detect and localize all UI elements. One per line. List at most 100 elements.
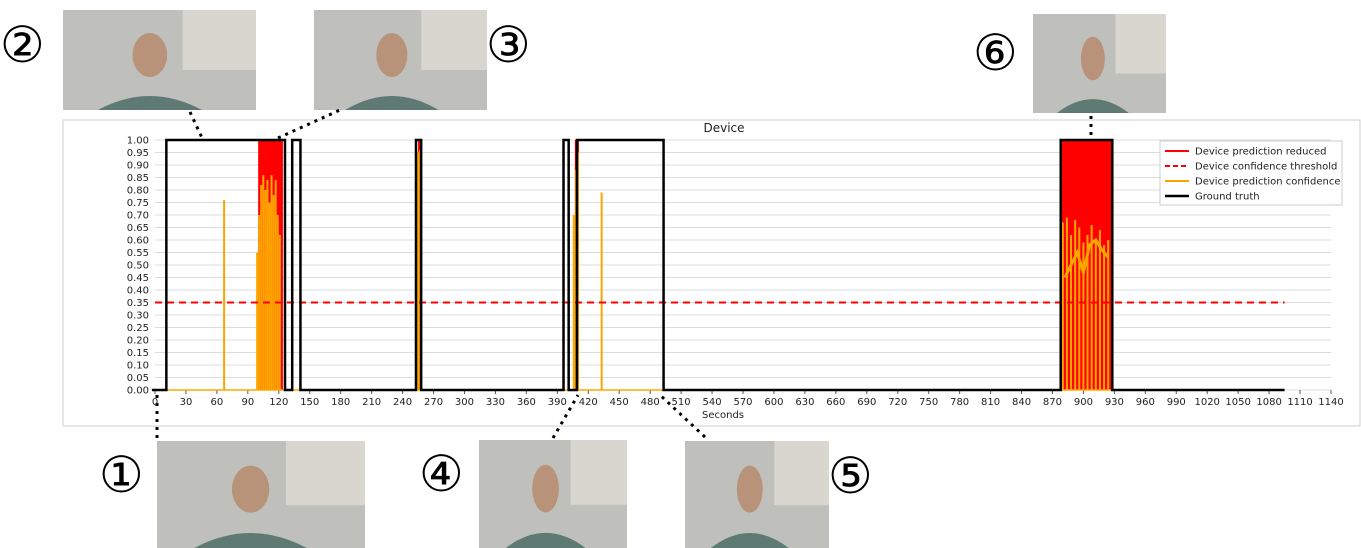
photo-face bbox=[532, 464, 559, 513]
y-tick-label: 0.50 bbox=[127, 261, 149, 272]
y-tick-label: 0.85 bbox=[127, 173, 149, 184]
x-tick-label: 690 bbox=[857, 397, 876, 408]
y-tick-label: 0.60 bbox=[127, 236, 149, 247]
connector-line bbox=[188, 111, 205, 141]
photo-shirt bbox=[505, 532, 586, 548]
confidence-band-line bbox=[1063, 237, 1110, 279]
circled-number-marker: ① bbox=[99, 446, 144, 504]
y-tick-label: 0.80 bbox=[127, 186, 149, 197]
x-tick-label: 150 bbox=[300, 397, 319, 408]
circled-number-marker: ⑥ bbox=[973, 24, 1018, 82]
x-axis-label: Seconds bbox=[702, 410, 744, 421]
y-tick-label: 0.15 bbox=[127, 348, 149, 359]
x-tick-label: 330 bbox=[486, 397, 505, 408]
photo-face bbox=[231, 465, 270, 513]
x-tick-label: 420 bbox=[579, 397, 598, 408]
y-tick-label: 0.20 bbox=[127, 336, 149, 347]
x-tick-label: 750 bbox=[919, 397, 938, 408]
x-tick-label: 60 bbox=[211, 397, 224, 408]
x-tick-label: 1050 bbox=[1225, 397, 1250, 408]
webcam-photo bbox=[685, 441, 829, 548]
webcam-photo bbox=[314, 10, 487, 110]
legend: Device prediction reduced Device confiden… bbox=[1159, 140, 1343, 206]
x-tick-label: 390 bbox=[548, 397, 567, 408]
photo-shirt bbox=[97, 96, 202, 110]
x-tick-label: 510 bbox=[672, 397, 691, 408]
photo-shelf bbox=[421, 10, 487, 70]
webcam-photo bbox=[157, 441, 365, 548]
y-tick-label: 0.75 bbox=[127, 198, 149, 209]
x-tick-label: 1110 bbox=[1287, 397, 1312, 408]
x-tick-label: 1080 bbox=[1256, 397, 1281, 408]
x-tick-label: 570 bbox=[733, 397, 752, 408]
x-tick-label: 810 bbox=[981, 397, 1000, 408]
circled-number-marker: ④ bbox=[419, 445, 464, 503]
y-tick-label: 1.00 bbox=[127, 136, 149, 147]
connector-line bbox=[277, 108, 341, 140]
photo-shirt bbox=[1056, 99, 1129, 113]
photo-face bbox=[736, 465, 763, 513]
y-tick-label: 0.25 bbox=[127, 323, 149, 334]
photo-shirt bbox=[194, 533, 307, 548]
photo-face bbox=[132, 33, 168, 77]
x-tick-label: 270 bbox=[424, 397, 443, 408]
x-tick-label: 870 bbox=[1043, 397, 1062, 408]
photo-shelf bbox=[182, 10, 256, 70]
y-tick-label: 0.35 bbox=[127, 298, 149, 309]
x-tick-label: 480 bbox=[641, 397, 660, 408]
x-tick-label: 540 bbox=[703, 397, 722, 408]
x-tick-label: 1140 bbox=[1318, 397, 1343, 408]
chart-title: Device bbox=[703, 121, 744, 135]
legend-entry-label: Device prediction reduced bbox=[1195, 147, 1326, 158]
x-tick-label: 1020 bbox=[1194, 397, 1219, 408]
webcam-photo bbox=[1033, 14, 1166, 113]
photo-face bbox=[1080, 36, 1105, 81]
y-tick-label: 0.10 bbox=[127, 361, 149, 372]
circled-number-marker: ⑤ bbox=[828, 447, 873, 505]
y-tick-label: 0.40 bbox=[127, 286, 149, 297]
x-tick-label: 180 bbox=[331, 397, 350, 408]
x-tick-label: 990 bbox=[1167, 397, 1186, 408]
webcam-photo bbox=[479, 440, 627, 548]
connector-line bbox=[551, 394, 580, 439]
y-tick-label: 0.95 bbox=[127, 148, 149, 159]
x-tick-label: 300 bbox=[455, 397, 474, 408]
x-tick-label: 90 bbox=[241, 397, 254, 408]
x-tick-label: 900 bbox=[1074, 397, 1093, 408]
legend-entry-label: Device confidence threshold bbox=[1195, 162, 1337, 173]
legend-box bbox=[1159, 140, 1343, 206]
x-tick-label: 120 bbox=[269, 397, 288, 408]
y-tick-label: 0.70 bbox=[127, 211, 149, 222]
x-tick-label: 0 bbox=[152, 397, 158, 408]
circled-number-marker: ③ bbox=[486, 16, 531, 74]
x-tick-label: 240 bbox=[393, 397, 412, 408]
y-tick-label: 0.45 bbox=[127, 273, 149, 284]
y-tick-label: 0.90 bbox=[127, 161, 149, 172]
photo-face bbox=[376, 33, 408, 77]
photo-shelf bbox=[774, 441, 829, 506]
y-tick-label: 0.00 bbox=[127, 386, 149, 397]
prediction-reduced-block bbox=[258, 140, 283, 390]
x-tick-label: 660 bbox=[826, 397, 845, 408]
x-tick-label: 930 bbox=[1105, 397, 1124, 408]
x-tick-label: 720 bbox=[888, 397, 907, 408]
photo-shelf bbox=[570, 440, 627, 505]
webcam-photo bbox=[63, 10, 256, 110]
x-tick-label: 780 bbox=[950, 397, 969, 408]
y-tick-label: 0.05 bbox=[127, 373, 149, 384]
legend-entry-label: Device prediction confidence bbox=[1195, 177, 1340, 188]
legend-entry-label: Ground truth bbox=[1195, 192, 1260, 203]
connector-line bbox=[658, 393, 707, 439]
x-tick-label: 840 bbox=[1012, 397, 1031, 408]
x-tick-label: 960 bbox=[1136, 397, 1155, 408]
x-tick-label: 600 bbox=[764, 397, 783, 408]
circled-number-marker: ② bbox=[0, 16, 45, 74]
photo-shelf bbox=[285, 441, 365, 506]
x-tick-label: 360 bbox=[517, 397, 536, 408]
x-tick-label: 30 bbox=[180, 397, 193, 408]
x-tick-label: 630 bbox=[795, 397, 814, 408]
ground-truth-line bbox=[151, 138, 1285, 392]
y-tick-label: 0.65 bbox=[127, 223, 149, 234]
photo-shirt bbox=[710, 533, 789, 548]
